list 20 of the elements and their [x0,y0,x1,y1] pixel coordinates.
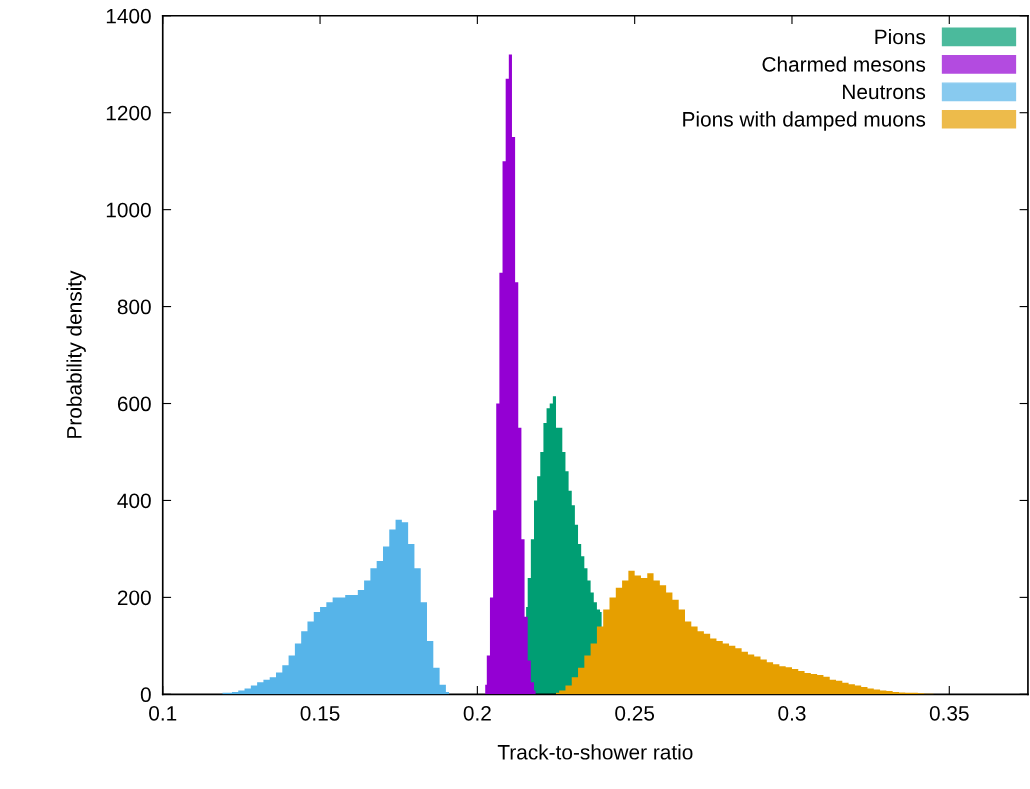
y-tick-label: 1400 [106,8,151,24]
legend-label: Charmed mesons [762,56,926,72]
y-tick-label: 800 [117,299,151,315]
x-tick-label: 0.15 [300,705,340,721]
y-tick-label: 1000 [106,202,151,218]
y-axis-title: Probability density [66,270,86,438]
legend-label: Pions with damped muons [683,111,926,131]
x-tick-label: 0.1 [149,705,177,721]
x-tick-label: 0.3 [778,705,806,721]
legend-label: Neutrons [843,84,926,100]
y-tick-label: 200 [117,590,151,606]
x-tick-label: 0.2 [463,705,491,721]
x-tick-label: 0.25 [615,705,655,721]
y-tick-label: 600 [117,396,151,412]
y-tick-label: 1200 [106,105,151,121]
y-tick-label: 0 [140,687,151,703]
y-tick-label: 400 [117,493,151,509]
x-tick-label: 0.35 [929,705,969,721]
legend-label: Pions [875,29,926,45]
x-axis-title: Track-to-shower ratio [497,744,693,760]
